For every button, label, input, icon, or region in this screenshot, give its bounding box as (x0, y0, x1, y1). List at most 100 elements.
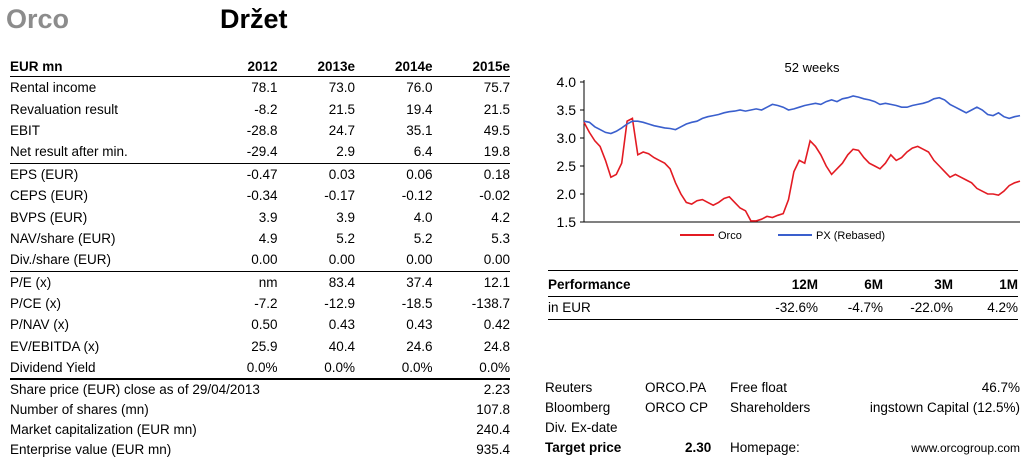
row-value: nm (200, 271, 278, 293)
row-value: 6.4 (355, 141, 433, 163)
row-label: Revaluation result (10, 98, 200, 119)
performance-table: Performance 12M 6M 3M 1M in EUR -32.6% -… (548, 274, 1018, 320)
financial-table: EUR mn20122013e2014e2015eRental income78… (10, 57, 510, 378)
row-value: 0.03 (278, 163, 356, 185)
period-12m: 12M (698, 274, 818, 297)
row-value: 0.0% (278, 357, 356, 378)
div-exdate-label: Div. Ex-date (545, 418, 618, 438)
row-value: -28.8 (200, 120, 278, 141)
table-row: P/CE (x)-7.2-12.9-18.5-138.7 (10, 293, 510, 314)
perf-value-12m: -32.6% (698, 297, 818, 320)
bloomberg-label: Bloomberg (545, 398, 610, 418)
row-label: EV/EBITDA (x) (10, 336, 200, 357)
table-row: Revaluation result-8.221.519.421.5 (10, 98, 510, 119)
table-header-row: EUR mn20122013e2014e2015e (10, 57, 510, 77)
info-label: Enterprise value (EUR mn) (10, 440, 171, 460)
period-6m: 6M (818, 274, 883, 297)
row-value: 76.0 (355, 77, 433, 99)
perf-value-1m: 4.2% (953, 297, 1018, 320)
row-value: 0.43 (355, 314, 433, 335)
row-value: -18.5 (355, 293, 433, 314)
table-row: EBIT-28.824.735.149.5 (10, 120, 510, 141)
column-header-unit: EUR mn (10, 57, 200, 77)
table-row: CEPS (EUR)-0.34-0.17-0.12-0.02 (10, 185, 510, 206)
y-tick-label: 4.0 (557, 74, 577, 90)
row-value: 73.0 (278, 77, 356, 99)
row-value: -8.2 (200, 98, 278, 119)
info-row: Market capitalization (EUR mn)240.4 (10, 420, 510, 440)
row-label: Div./share (EUR) (10, 249, 200, 271)
row-value: 4.2 (433, 206, 511, 227)
row-value: 0.0% (200, 357, 278, 378)
row-value: 0.00 (200, 249, 278, 271)
row-value: 24.7 (278, 120, 356, 141)
row-value: 0.0% (433, 357, 511, 378)
row-value: 78.1 (200, 77, 278, 99)
homepage-value: www.orcogroup.com (911, 438, 1020, 458)
row-value: 19.8 (433, 141, 511, 163)
row-label: CEPS (EUR) (10, 185, 200, 206)
row-value: 35.1 (355, 120, 433, 141)
info-label: Number of shares (mn) (10, 400, 149, 420)
rating-label: Držet (220, 4, 288, 35)
performance-top-rule (548, 270, 1018, 271)
row-value: -12.9 (278, 293, 356, 314)
y-tick-label: 3.0 (557, 130, 577, 146)
row-value: 24.6 (355, 336, 433, 357)
row-value: -0.17 (278, 185, 356, 206)
table-row: EPS (EUR)-0.470.030.060.18 (10, 163, 510, 185)
company-name: Orco (6, 4, 69, 35)
row-value: 5.2 (355, 228, 433, 249)
table-row: Net result after min.-29.42.96.419.8 (10, 141, 510, 163)
px-series-line (584, 96, 1020, 134)
performance-row-label: in EUR (548, 297, 698, 320)
row-value: -0.47 (200, 163, 278, 185)
table-row: P/NAV (x)0.500.430.430.42 (10, 314, 510, 335)
row-value: 3.9 (278, 206, 356, 227)
row-value: 19.4 (355, 98, 433, 119)
row-value: 0.0% (355, 357, 433, 378)
row-value: 4.0 (355, 206, 433, 227)
row-value: -138.7 (433, 293, 511, 314)
table-row: P/E (x)nm83.437.412.1 (10, 271, 510, 293)
row-label: Net result after min. (10, 141, 200, 163)
row-value: 0.18 (433, 163, 511, 185)
row-label: EBIT (10, 120, 200, 141)
row-value: 0.00 (433, 249, 511, 271)
column-header-year: 2014e (355, 57, 433, 77)
table-row: Rental income78.173.076.075.7 (10, 77, 510, 99)
shareholders-value: ingstown Capital (12.5%) (870, 398, 1020, 418)
legend-orco-label: Orco (718, 230, 742, 242)
orco-series-line (584, 118, 1020, 220)
row-value: 3.9 (200, 206, 278, 227)
reuters-value: ORCO.PA (645, 378, 706, 398)
perf-value-6m: -4.7% (818, 297, 883, 320)
legend-px-label: PX (Rebased) (816, 230, 885, 242)
y-tick-label: 2.0 (557, 186, 577, 202)
info-row: Share price (EUR) close as of 29/04/2013… (10, 380, 510, 400)
row-value: -7.2 (200, 293, 278, 314)
info-row: Number of shares (mn) 107.8 (10, 400, 510, 420)
row-label: Rental income (10, 77, 200, 99)
info-label: Market capitalization (EUR mn) (10, 420, 197, 440)
row-value: -0.34 (200, 185, 278, 206)
row-value: 24.8 (433, 336, 511, 357)
info-value: 2.23 (484, 380, 510, 400)
shareholders-label: Shareholders (730, 398, 810, 418)
row-value: 49.5 (433, 120, 511, 141)
info-value: 107.8 (476, 400, 510, 420)
freefloat-label: Free float (730, 378, 787, 398)
row-label: EPS (EUR) (10, 163, 200, 185)
reuters-label: Reuters (545, 378, 592, 398)
performance-title: Performance (548, 274, 698, 297)
target-price-value: 2.30 (685, 438, 711, 458)
row-value: 5.2 (278, 228, 356, 249)
table-row: Div./share (EUR)0.000.000.000.00 (10, 249, 510, 271)
row-label: P/E (x) (10, 271, 200, 293)
column-header-year: 2013e (278, 57, 356, 77)
row-value: 12.1 (433, 271, 511, 293)
row-label: P/NAV (x) (10, 314, 200, 335)
y-tick-label: 2.5 (557, 158, 577, 174)
row-value: 21.5 (278, 98, 356, 119)
row-value: 0.42 (433, 314, 511, 335)
